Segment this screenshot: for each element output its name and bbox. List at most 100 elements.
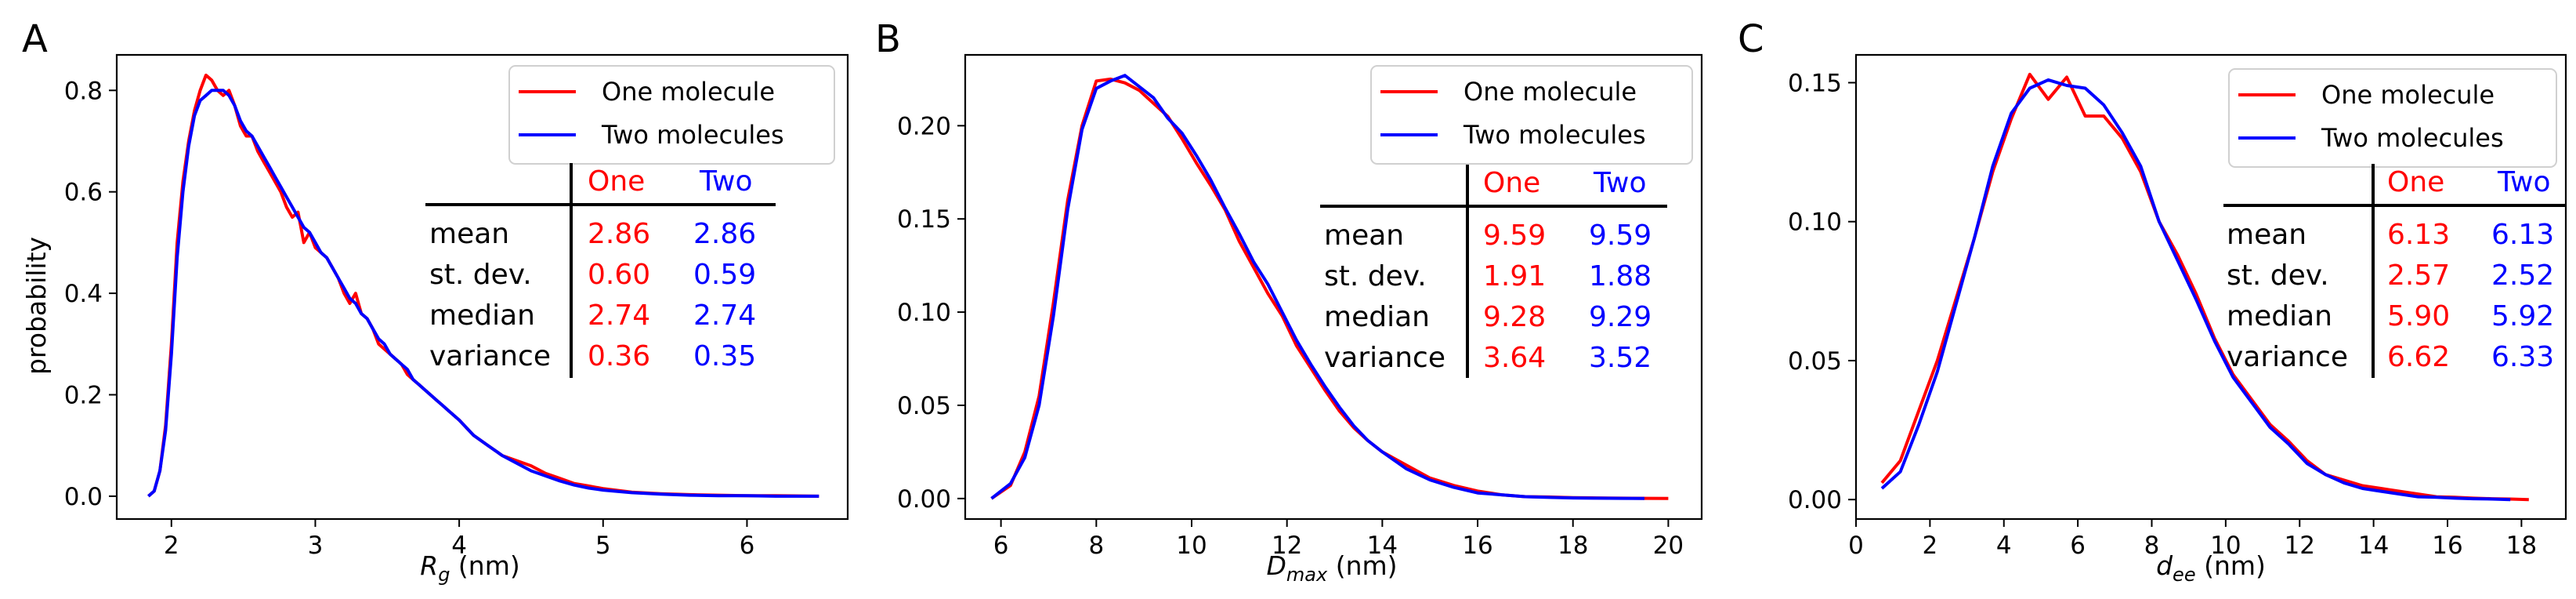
x-tick-label: 4 xyxy=(451,532,467,560)
x-tick-label: 8 xyxy=(1088,532,1104,560)
x-tick-label: 12 xyxy=(2285,532,2315,560)
stats-table: One Two mean st. dev. median variance 2.… xyxy=(425,163,776,378)
stat-one-stdev: 0.60 xyxy=(588,259,650,291)
x-tick-label: 14 xyxy=(2358,532,2389,560)
stat-label-mean: mean xyxy=(2227,219,2306,251)
stat-label-median: median xyxy=(2227,300,2332,332)
x-tick-label: 20 xyxy=(1653,532,1684,560)
stat-label-mean: mean xyxy=(1324,220,1404,252)
stat-one-variance: 6.62 xyxy=(2387,341,2450,373)
stat-one-median: 9.28 xyxy=(1483,301,1546,333)
y-tick-label: 0.05 xyxy=(1788,347,1842,376)
x-axis-label-sub: max xyxy=(1286,564,1328,586)
header-two: Two xyxy=(699,165,753,198)
stat-one-mean: 6.13 xyxy=(2387,219,2450,251)
x-tick-label: 16 xyxy=(2432,532,2462,560)
panel-label: A xyxy=(22,17,48,61)
legend-box xyxy=(1370,65,1693,165)
stat-one-variance: 3.64 xyxy=(1483,342,1546,374)
plot-lines xyxy=(1880,72,2529,502)
y-ticks: 0.00 0.05 0.10 0.15 0.20 xyxy=(897,112,965,514)
panel-label: B xyxy=(875,17,901,61)
legend-label-two: Two molecules xyxy=(2321,123,2504,153)
x-tick-label: 3 xyxy=(308,532,324,560)
x-ticks: 0 2 4 6 8 10 12 14 16 18 xyxy=(1848,519,2537,560)
x-axis-label-sub: ee xyxy=(2173,564,2196,586)
plot-frame xyxy=(115,53,849,521)
series-line-two-molecules xyxy=(1880,78,2511,502)
x-axis-label-main: D xyxy=(1266,550,1286,581)
x-tick-label: 14 xyxy=(1367,532,1398,560)
series-line-one-molecule xyxy=(147,73,819,498)
legend-label-one: One molecule xyxy=(2321,80,2495,110)
panel-b: B 0.00 0.05 0.10 0.15 0.20 6 8 10 12 14 16 18 20 Dm… xyxy=(875,17,1703,586)
header-two: Two xyxy=(2497,166,2551,198)
y-tick-label: 0.10 xyxy=(1788,209,1842,237)
stat-two-median: 9.29 xyxy=(1589,301,1652,333)
y-tick-label: 0.00 xyxy=(897,485,951,514)
x-axis-label: Dmax (nm) xyxy=(1266,550,1397,586)
x-tick-label: 4 xyxy=(1996,532,2012,560)
stat-two-median: 2.74 xyxy=(693,300,756,332)
stats-table: One Two mean st. dev. median variance 6.… xyxy=(2223,164,2566,378)
stat-one-median: 5.90 xyxy=(2387,300,2450,332)
header-one: One xyxy=(588,165,645,198)
stats-table: One Two mean st. dev. median variance 9.… xyxy=(1320,165,1667,378)
panel-a: A probability 0.0 0.2 0.4 0.6 0.8 2 3 4 5 6 Rg (… xyxy=(21,17,849,586)
series-line-two-molecules xyxy=(147,89,819,498)
legend: One molecule Two molecules xyxy=(2228,68,2557,168)
y-tick-label: 0.05 xyxy=(897,392,951,420)
x-axis-label: dee (nm) xyxy=(2156,550,2266,586)
x-tick-label: 6 xyxy=(2070,532,2086,560)
stat-label-mean: mean xyxy=(429,218,509,250)
stat-label-stdev: st. dev. xyxy=(429,259,532,291)
header-two: Two xyxy=(1593,167,1647,199)
legend: One molecule Two molecules xyxy=(508,65,835,165)
x-axis-label-unit: (nm) xyxy=(450,550,519,581)
y-axis-label: probability xyxy=(21,237,52,375)
stat-one-mean: 9.59 xyxy=(1483,220,1546,252)
x-tick-label: 6 xyxy=(740,532,755,560)
stat-label-stdev: st. dev. xyxy=(1324,260,1427,292)
y-tick-label: 0.6 xyxy=(64,179,103,207)
stat-label-median: median xyxy=(429,300,535,332)
x-tick-label: 0 xyxy=(1848,532,1864,560)
x-tick-label: 5 xyxy=(595,532,611,560)
x-axis-label-sub: g xyxy=(438,564,450,586)
stat-two-median: 5.92 xyxy=(2491,300,2554,332)
stat-two-mean: 9.59 xyxy=(1589,220,1652,252)
header-one: One xyxy=(2387,166,2444,198)
stat-label-variance: variance xyxy=(429,340,551,372)
stat-two-variance: 6.33 xyxy=(2491,341,2554,373)
legend-label-one: One molecule xyxy=(1463,77,1637,107)
x-axis-label-main: R xyxy=(420,550,438,581)
plot-lines xyxy=(990,74,1669,500)
stat-two-stdev: 1.88 xyxy=(1589,260,1652,292)
legend-label-one: One molecule xyxy=(602,77,775,107)
stat-two-stdev: 2.52 xyxy=(2491,260,2554,292)
legend-label-two: Two molecules xyxy=(601,120,784,150)
y-ticks: 0.00 0.05 0.10 0.15 xyxy=(1788,69,1856,514)
y-tick-label: 0.15 xyxy=(897,205,951,234)
legend-label-two: Two molecules xyxy=(1463,120,1646,150)
panel-c: C 0.00 0.05 0.10 0.15 0 2 4 6 8 10 12 14 16 18 dee (… xyxy=(1738,17,2567,586)
x-ticks: 6 8 10 12 14 16 18 20 xyxy=(993,519,1684,560)
y-tick-label: 0.2 xyxy=(64,381,103,409)
stat-one-mean: 2.86 xyxy=(588,218,650,250)
legend: One molecule Two molecules xyxy=(1370,65,1693,165)
x-tick-label: 2 xyxy=(1923,532,1938,560)
stat-two-variance: 0.35 xyxy=(693,340,756,372)
legend-box xyxy=(508,65,835,165)
x-tick-label: 10 xyxy=(2210,532,2241,560)
plot-frame xyxy=(1854,53,2567,521)
stat-one-median: 2.74 xyxy=(588,300,650,332)
stat-one-stdev: 1.91 xyxy=(1483,260,1546,292)
plot-frame xyxy=(964,53,1703,521)
x-tick-label: 18 xyxy=(2506,532,2537,560)
x-axis-label: Rg (nm) xyxy=(420,550,519,586)
y-tick-label: 0.0 xyxy=(64,483,103,511)
series-line-two-molecules xyxy=(990,74,1645,500)
x-ticks: 2 3 4 5 6 xyxy=(164,519,754,560)
stat-label-variance: variance xyxy=(2227,341,2348,373)
